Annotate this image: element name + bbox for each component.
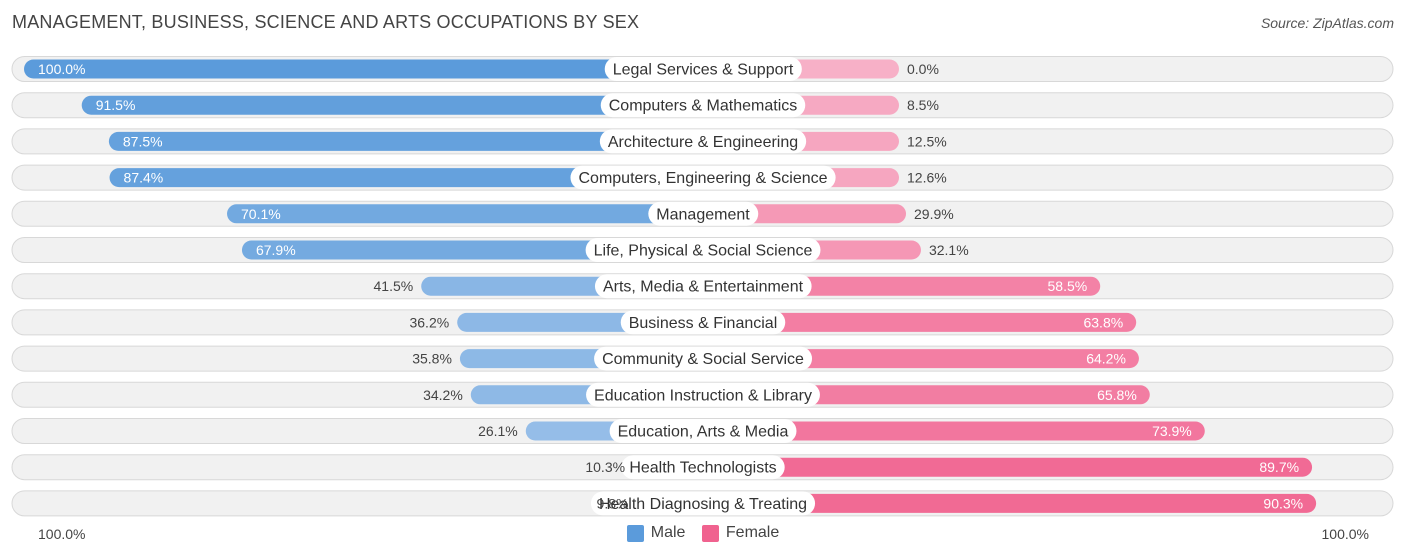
value-label-female: 32.1% (929, 242, 969, 258)
category-pill (609, 419, 797, 443)
category-pill (648, 201, 759, 226)
value-label-male: 87.5% (123, 133, 163, 149)
category-label: Community & Social Service (602, 351, 804, 368)
value-label-female: 63.8% (1083, 314, 1123, 330)
value-label-female: 90.3% (1263, 495, 1303, 511)
legend-label-female: Female (725, 524, 780, 541)
category-pill (586, 382, 820, 407)
chart-row: Arts, Media & Entertainment 41.5% 58.5% (11, 273, 1394, 300)
bar-male (227, 204, 703, 224)
chart-row: Computers & Mathematics 91.5% 8.5% (11, 92, 1394, 119)
category-pill (570, 165, 836, 190)
chart-row: Legal Services & Support 100.0% 0.0% (11, 56, 1394, 82)
source-note: Source: ZipAtlas.com (1260, 15, 1394, 31)
bar-female (703, 493, 1317, 513)
axis-left-label: 100.0% (38, 526, 86, 542)
chart-row: Architecture & Engineering 87.5% 12.5% (11, 128, 1394, 155)
value-label-female: 12.5% (907, 133, 947, 149)
category-label: Education, Arts & Media (618, 424, 789, 441)
bar-female (703, 312, 1137, 332)
category-pill (621, 455, 785, 480)
category-label: Business & Financial (629, 315, 778, 332)
value-label-male: 70.1% (241, 206, 281, 222)
category-label: Education Instruction & Library (594, 387, 812, 404)
axis-right-label: 100.0% (1321, 526, 1369, 542)
category-label: Architecture & Engineering (608, 134, 798, 151)
category-pill (599, 129, 807, 154)
category-pill (594, 274, 812, 299)
bar-female (703, 421, 1205, 441)
value-label-female: 89.7% (1259, 459, 1299, 475)
value-label-male: 35.8% (412, 351, 452, 367)
value-label-male: 91.5% (96, 97, 136, 113)
bar-female (703, 349, 1139, 369)
category-pill (590, 491, 816, 516)
value-label-male: 34.2% (423, 387, 463, 403)
category-pill (604, 57, 802, 81)
value-label-male: 26.1% (478, 423, 518, 439)
value-label-female: 58.5% (1048, 278, 1088, 294)
category-pill (600, 93, 806, 118)
chart-title: MANAGEMENT, BUSINESS, SCIENCE AND ARTS O… (12, 12, 640, 32)
chart-row: Education Instruction & Library 34.2% 65.8… (11, 381, 1394, 408)
value-label-male: 67.9% (256, 242, 296, 258)
chart-row: Management 70.1% 29.9% (11, 200, 1394, 227)
value-label-male: 87.4% (124, 170, 164, 186)
value-label-female: 73.9% (1152, 423, 1192, 439)
category-label: Computers, Engineering & Science (578, 170, 827, 187)
legend: Male Female (0, 524, 1406, 547)
legend-item-male: Male (626, 524, 686, 542)
value-label-female: 12.6% (907, 170, 947, 186)
bar-male (109, 168, 703, 188)
legend-swatch-male (626, 524, 644, 542)
value-label-male: 100.0% (38, 61, 85, 77)
category-pill (594, 346, 813, 371)
bar-female (703, 457, 1313, 477)
value-label-male: 10.3% (585, 459, 625, 475)
bar-male (108, 131, 703, 151)
legend-item-female: Female (701, 524, 780, 542)
category-label: Management (656, 206, 750, 223)
value-label-female: 29.9% (914, 206, 954, 222)
value-label-female: 65.8% (1097, 387, 1137, 403)
bar-male (81, 95, 704, 115)
value-label-female: 0.0% (907, 61, 939, 77)
chart-row: Community & Social Service 35.8% 64.2% (11, 345, 1394, 372)
legend-label-male: Male (650, 524, 686, 541)
value-label-female: 8.5% (907, 97, 939, 113)
value-label-male: 36.2% (409, 314, 449, 330)
bar-male (24, 59, 703, 79)
category-pill (620, 310, 786, 335)
chart-row: Business & Financial 36.2% 63.8% (11, 309, 1394, 336)
category-label: Computers & Mathematics (609, 98, 798, 115)
legend-swatch-female (701, 524, 719, 542)
category-label: Arts, Media & Entertainment (603, 279, 804, 296)
value-label-male: 9.8% (597, 495, 629, 511)
value-label-male: 41.5% (374, 278, 414, 294)
category-label: Legal Services & Support (613, 62, 794, 79)
chart-row: Life, Physical & Social Science 67.9% 32.1… (11, 237, 1394, 263)
chart-row: Education, Arts & Media 26.1% 73.9% (11, 418, 1394, 444)
value-label-female: 64.2% (1086, 351, 1126, 367)
category-label: Health Diagnosing & Treating (599, 496, 807, 513)
category-label: Life, Physical & Social Science (594, 243, 813, 260)
category-pill (585, 238, 821, 262)
category-label: Health Technologists (629, 460, 776, 477)
chart-row: Computers, Engineering & Science 87.4% 12.… (11, 164, 1394, 191)
